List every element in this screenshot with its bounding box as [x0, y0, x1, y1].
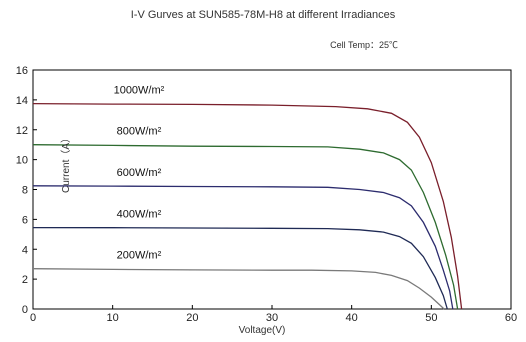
- series-label: 200W/m²: [117, 250, 162, 262]
- series-line-5: [32, 268, 445, 310]
- x-tick-label: 60: [505, 312, 517, 324]
- y-axis-label: Current（A）: [60, 133, 72, 193]
- y-axis: 0 2 4 6 8 10 12 14 16: [16, 65, 37, 316]
- y-tick-label: 2: [22, 274, 28, 286]
- x-tick-label: 10: [107, 312, 119, 324]
- y-tick-label: 16: [16, 65, 28, 77]
- y-tick-label: 4: [22, 244, 28, 256]
- series-label: 600W/m²: [117, 167, 162, 179]
- x-tick-label: 40: [346, 312, 358, 324]
- series-line-4: [32, 226, 448, 310]
- series-group: [32, 102, 463, 310]
- y-tick-label: 6: [22, 214, 28, 226]
- x-tick-label: 30: [266, 312, 278, 324]
- x-axis-label: Voltage(V): [239, 325, 286, 336]
- cell-temp-annotation: Cell Temp：25℃: [330, 40, 398, 50]
- series-label: 800W/m²: [117, 126, 162, 138]
- y-tick-label: 8: [22, 185, 28, 197]
- series-line-3: [32, 185, 454, 310]
- chart-title: I-V Gurves at SUN585-78M-H8 at different…: [131, 9, 396, 21]
- series-line-1: [32, 102, 463, 310]
- y-tick-label: 14: [16, 95, 28, 107]
- y-tick-label: 0: [22, 304, 28, 316]
- x-tick-label: 0: [30, 312, 36, 324]
- y-tick-label: 12: [16, 125, 28, 137]
- x-tick-label: 20: [186, 312, 198, 324]
- series-label: 1000W/m²: [114, 85, 165, 97]
- x-axis: 0 10 20 30 40 50 60: [30, 305, 517, 324]
- x-tick-label: 50: [425, 312, 437, 324]
- series-line-2: [32, 144, 459, 310]
- series-labels: 1000W/m² 800W/m² 600W/m² 400W/m² 200W/m²: [114, 85, 165, 262]
- series-label: 400W/m²: [117, 209, 162, 221]
- y-tick-label: 10: [16, 155, 28, 167]
